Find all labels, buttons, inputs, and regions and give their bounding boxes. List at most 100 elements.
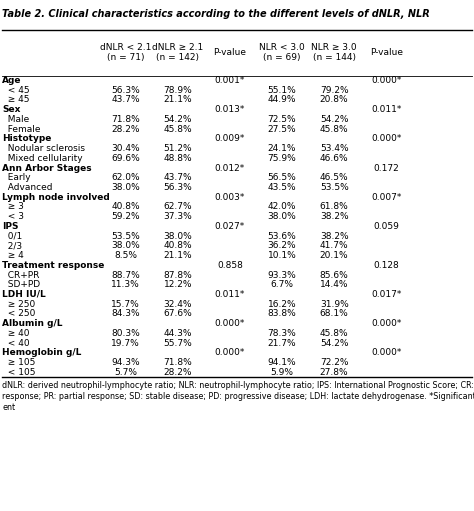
Text: 0.000*: 0.000*: [215, 319, 245, 328]
Text: IPS: IPS: [2, 222, 19, 231]
Text: ≥ 4: ≥ 4: [2, 251, 24, 260]
Text: 44.9%: 44.9%: [268, 96, 296, 104]
Text: 56.3%: 56.3%: [111, 86, 140, 95]
Text: 0.172: 0.172: [374, 164, 399, 173]
Text: NLR ≥ 3.0
(n = 144): NLR ≥ 3.0 (n = 144): [311, 43, 357, 62]
Text: 0.012*: 0.012*: [215, 164, 245, 173]
Text: 21.7%: 21.7%: [268, 339, 296, 347]
Text: 72.5%: 72.5%: [268, 115, 296, 124]
Text: 36.2%: 36.2%: [268, 241, 296, 250]
Text: Albumin g/L: Albumin g/L: [2, 319, 63, 328]
Text: 67.6%: 67.6%: [164, 309, 192, 318]
Text: 11.3%: 11.3%: [111, 280, 140, 289]
Text: 51.2%: 51.2%: [164, 144, 192, 153]
Text: Advanced: Advanced: [2, 183, 53, 192]
Text: 83.8%: 83.8%: [268, 309, 296, 318]
Text: 2/3: 2/3: [2, 241, 22, 250]
Text: 27.8%: 27.8%: [320, 368, 348, 377]
Text: 15.7%: 15.7%: [111, 299, 140, 309]
Text: 62.0%: 62.0%: [111, 173, 140, 182]
Text: 0.000*: 0.000*: [215, 349, 245, 357]
Text: dNLR: derived neutrophil-lymphocyte ratio; NLR: neutrophil-lymphocyte ratio; IPS: dNLR: derived neutrophil-lymphocyte rati…: [2, 381, 474, 412]
Text: 20.8%: 20.8%: [320, 96, 348, 104]
Text: Nodular sclerosis: Nodular sclerosis: [2, 144, 85, 153]
Text: 48.8%: 48.8%: [164, 154, 192, 163]
Text: 93.3%: 93.3%: [268, 270, 296, 280]
Text: LDH IU/L: LDH IU/L: [2, 290, 46, 299]
Text: 6.7%: 6.7%: [271, 280, 293, 289]
Text: 38.0%: 38.0%: [111, 241, 140, 250]
Text: 21.1%: 21.1%: [164, 96, 192, 104]
Text: 0.027*: 0.027*: [215, 222, 245, 231]
Text: SD+PD: SD+PD: [2, 280, 40, 289]
Text: 46.6%: 46.6%: [320, 154, 348, 163]
Text: 45.8%: 45.8%: [320, 329, 348, 338]
Text: 45.8%: 45.8%: [320, 125, 348, 133]
Text: 68.1%: 68.1%: [320, 309, 348, 318]
Text: 46.5%: 46.5%: [320, 173, 348, 182]
Text: 53.5%: 53.5%: [111, 231, 140, 241]
Text: 5.9%: 5.9%: [271, 368, 293, 377]
Text: 28.2%: 28.2%: [111, 125, 140, 133]
Text: Histotype: Histotype: [2, 134, 52, 144]
Text: 0.001*: 0.001*: [215, 76, 245, 85]
Text: 28.2%: 28.2%: [164, 368, 192, 377]
Text: Table 2. Clinical characteristics according to the different levels of dNLR, NLR: Table 2. Clinical characteristics accord…: [2, 9, 430, 19]
Text: 88.7%: 88.7%: [111, 270, 140, 280]
Text: 59.2%: 59.2%: [111, 212, 140, 221]
Text: 31.9%: 31.9%: [320, 299, 348, 309]
Text: 69.6%: 69.6%: [111, 154, 140, 163]
Text: Hemoglobin g/L: Hemoglobin g/L: [2, 349, 82, 357]
Text: 21.1%: 21.1%: [164, 251, 192, 260]
Text: dNLR ≥ 2.1
(n = 142): dNLR ≥ 2.1 (n = 142): [152, 43, 203, 62]
Text: Age: Age: [2, 76, 22, 85]
Text: 0.009*: 0.009*: [215, 134, 245, 144]
Text: 0.011*: 0.011*: [215, 290, 245, 299]
Text: 40.8%: 40.8%: [111, 202, 140, 212]
Text: 78.3%: 78.3%: [268, 329, 296, 338]
Text: 54.2%: 54.2%: [320, 115, 348, 124]
Text: ≥ 105: ≥ 105: [2, 358, 36, 367]
Text: 41.7%: 41.7%: [320, 241, 348, 250]
Text: P-value: P-value: [370, 48, 403, 57]
Text: NLR < 3.0
(n = 69): NLR < 3.0 (n = 69): [259, 43, 305, 62]
Text: 0.059: 0.059: [374, 222, 399, 231]
Text: 40.8%: 40.8%: [164, 241, 192, 250]
Text: ≥ 3: ≥ 3: [2, 202, 24, 212]
Text: 0.000*: 0.000*: [371, 349, 401, 357]
Text: 53.4%: 53.4%: [320, 144, 348, 153]
Text: 38.0%: 38.0%: [268, 212, 296, 221]
Text: < 40: < 40: [2, 339, 30, 347]
Text: 79.2%: 79.2%: [320, 86, 348, 95]
Text: < 3: < 3: [2, 212, 24, 221]
Text: 94.1%: 94.1%: [268, 358, 296, 367]
Text: 16.2%: 16.2%: [268, 299, 296, 309]
Text: 27.5%: 27.5%: [268, 125, 296, 133]
Text: 38.2%: 38.2%: [320, 212, 348, 221]
Text: ≥ 250: ≥ 250: [2, 299, 36, 309]
Text: 55.1%: 55.1%: [268, 86, 296, 95]
Text: 71.8%: 71.8%: [111, 115, 140, 124]
Text: 43.5%: 43.5%: [268, 183, 296, 192]
Text: ≥ 40: ≥ 40: [2, 329, 30, 338]
Text: 53.5%: 53.5%: [320, 183, 348, 192]
Text: 38.0%: 38.0%: [164, 231, 192, 241]
Text: ≥ 45: ≥ 45: [2, 96, 30, 104]
Text: 0.003*: 0.003*: [215, 193, 245, 202]
Text: < 105: < 105: [2, 368, 36, 377]
Text: Male: Male: [2, 115, 29, 124]
Text: 0.017*: 0.017*: [371, 290, 401, 299]
Text: 38.0%: 38.0%: [111, 183, 140, 192]
Text: 0.007*: 0.007*: [371, 193, 401, 202]
Text: 54.2%: 54.2%: [320, 339, 348, 347]
Text: 87.8%: 87.8%: [164, 270, 192, 280]
Text: 19.7%: 19.7%: [111, 339, 140, 347]
Text: 56.5%: 56.5%: [268, 173, 296, 182]
Text: Early: Early: [2, 173, 31, 182]
Text: Female: Female: [2, 125, 41, 133]
Text: 24.1%: 24.1%: [268, 144, 296, 153]
Text: 53.6%: 53.6%: [268, 231, 296, 241]
Text: 37.3%: 37.3%: [164, 212, 192, 221]
Text: 45.8%: 45.8%: [164, 125, 192, 133]
Text: 14.4%: 14.4%: [320, 280, 348, 289]
